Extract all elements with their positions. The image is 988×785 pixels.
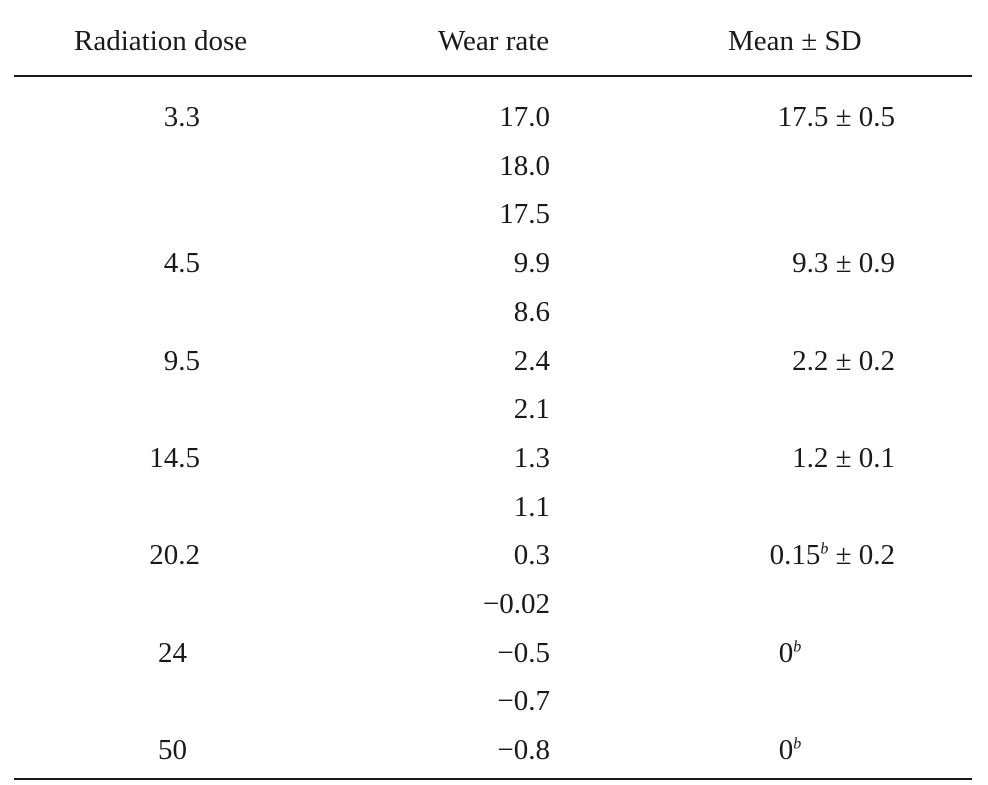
- bottom-rule: [14, 778, 972, 780]
- header-radiation-dose: Radiation dose: [74, 25, 248, 57]
- cell-dose: 9.5: [163, 345, 200, 377]
- header-mean-sd: Mean ± SD: [728, 25, 862, 57]
- cell-wear-rate: 17.5: [499, 198, 550, 230]
- cell-dose: 3.3: [163, 101, 200, 133]
- header-wear-rate: Wear rate: [438, 25, 550, 57]
- cell-wear-rate: 8.6: [513, 296, 550, 328]
- cell-mean-sd: 17.5 ± 0.5: [777, 101, 895, 133]
- cell-wear-rate: 18.0: [499, 150, 550, 182]
- cell-dose: 14.5: [149, 442, 200, 474]
- cell-wear-rate: −0.5: [497, 637, 550, 669]
- cell-wear-rate: 17.0: [499, 101, 550, 133]
- cell-wear-rate: 9.9: [513, 247, 550, 279]
- cell-wear-rate: 1.3: [513, 442, 550, 474]
- footnote-marker: b: [820, 540, 829, 558]
- cell-mean-sd: 0.15b ± 0.2: [690, 538, 895, 572]
- mean-sd-value: ± 0.2: [828, 539, 895, 571]
- cell-wear-rate: −0.02: [482, 588, 550, 620]
- cell-wear-rate: 0.3: [513, 539, 550, 571]
- cell-dose: 24: [158, 637, 187, 669]
- cell-mean-sd: 0b: [740, 733, 840, 767]
- cell-wear-rate: 1.1: [513, 491, 550, 523]
- footnote-marker: b: [793, 735, 802, 753]
- mean-value: 0.15: [769, 539, 821, 571]
- cell-wear-rate: −0.7: [497, 685, 550, 717]
- cell-wear-rate: 2.4: [513, 345, 550, 377]
- cell-mean-sd: 9.3 ± 0.9: [792, 247, 895, 279]
- top-rule: [14, 75, 972, 77]
- mean-value: 0: [778, 637, 794, 669]
- mean-value: 0: [778, 734, 794, 766]
- cell-wear-rate: 2.1: [513, 393, 550, 425]
- cell-dose: 50: [158, 734, 187, 766]
- footnote-marker: b: [793, 638, 802, 656]
- cell-mean-sd: 0b: [740, 636, 840, 670]
- cell-wear-rate: −0.8: [497, 734, 550, 766]
- cell-mean-sd: 2.2 ± 0.2: [792, 345, 895, 377]
- cell-mean-sd: 1.2 ± 0.1: [792, 442, 895, 474]
- cell-dose: 4.5: [163, 247, 200, 279]
- cell-dose: 20.2: [149, 539, 200, 571]
